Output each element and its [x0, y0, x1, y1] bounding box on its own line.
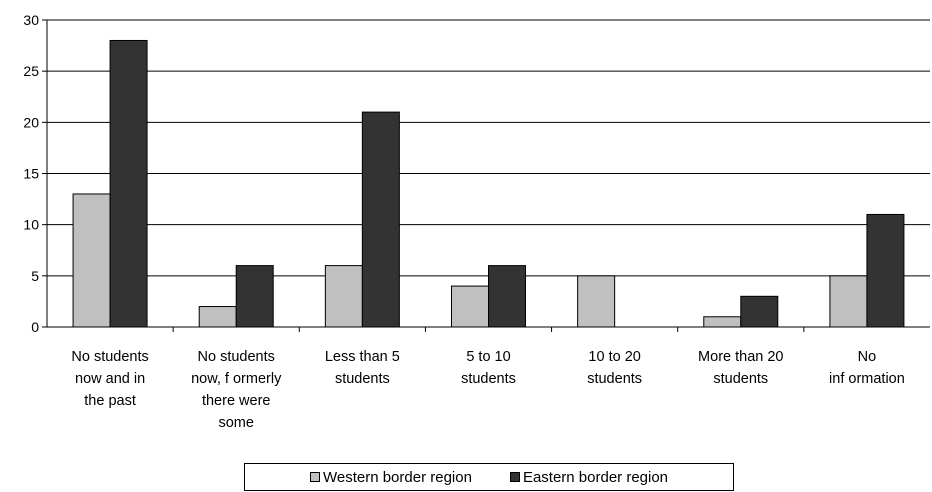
- legend-swatch-eastern: [509, 472, 520, 482]
- bar-western: [703, 316, 742, 328]
- bar-eastern: [488, 265, 526, 328]
- legend-swatch-western: [309, 472, 320, 482]
- bar-eastern: [866, 213, 905, 328]
- x-category-label: No: [858, 349, 877, 365]
- bar-eastern: [235, 265, 274, 328]
- x-category-label: there were: [202, 393, 271, 409]
- y-tick-label: 5: [31, 268, 39, 284]
- x-category-label: Less than 5: [325, 349, 400, 365]
- x-category-label: now, f ormerly: [191, 371, 282, 387]
- x-category-label: No students: [71, 349, 148, 365]
- bar-western: [451, 285, 489, 328]
- legend: Western border region Eastern border reg…: [244, 463, 734, 491]
- y-axis: 0 5 10 15 20 25 30: [23, 12, 48, 335]
- y-tick-label: 15: [23, 166, 39, 182]
- x-category-label: More than 20: [698, 349, 783, 365]
- x-category-label: the past: [84, 393, 136, 409]
- bars: [72, 39, 905, 328]
- x-axis: No students now and in the past No students…: [47, 326, 930, 431]
- bar-western: [198, 306, 237, 328]
- bar-eastern: [740, 295, 779, 328]
- legend-label-eastern: Eastern border region: [522, 468, 669, 486]
- x-category-label: No students: [198, 349, 275, 365]
- legend-label-western: Western border region: [322, 468, 472, 486]
- x-category-label: some: [218, 415, 253, 431]
- y-tick-label: 20: [23, 114, 39, 130]
- y-tick-label: 0: [31, 319, 39, 335]
- grid-lines: [47, 19, 930, 277]
- y-tick-label: 30: [23, 12, 39, 28]
- bar-western: [324, 265, 363, 328]
- x-category-label: students: [587, 371, 642, 387]
- legend-item-eastern: Eastern border region: [509, 468, 669, 486]
- x-category-label: students: [713, 371, 768, 387]
- y-tick-label: 25: [23, 63, 39, 79]
- y-tick-label: 10: [23, 217, 39, 233]
- x-category-label: students: [461, 371, 516, 387]
- bar-western: [72, 193, 111, 328]
- bar-western: [829, 275, 868, 328]
- x-category-label: students: [335, 371, 390, 387]
- x-category-label: 5 to 10: [466, 349, 510, 365]
- bar-eastern: [361, 111, 400, 328]
- x-category-label: 10 to 20: [588, 349, 640, 365]
- bar-eastern: [109, 39, 148, 328]
- bar-western: [577, 275, 616, 328]
- x-category-label: inf ormation: [829, 371, 905, 387]
- x-category-label: now and in: [75, 371, 145, 387]
- legend-item-western: Western border region: [309, 468, 472, 486]
